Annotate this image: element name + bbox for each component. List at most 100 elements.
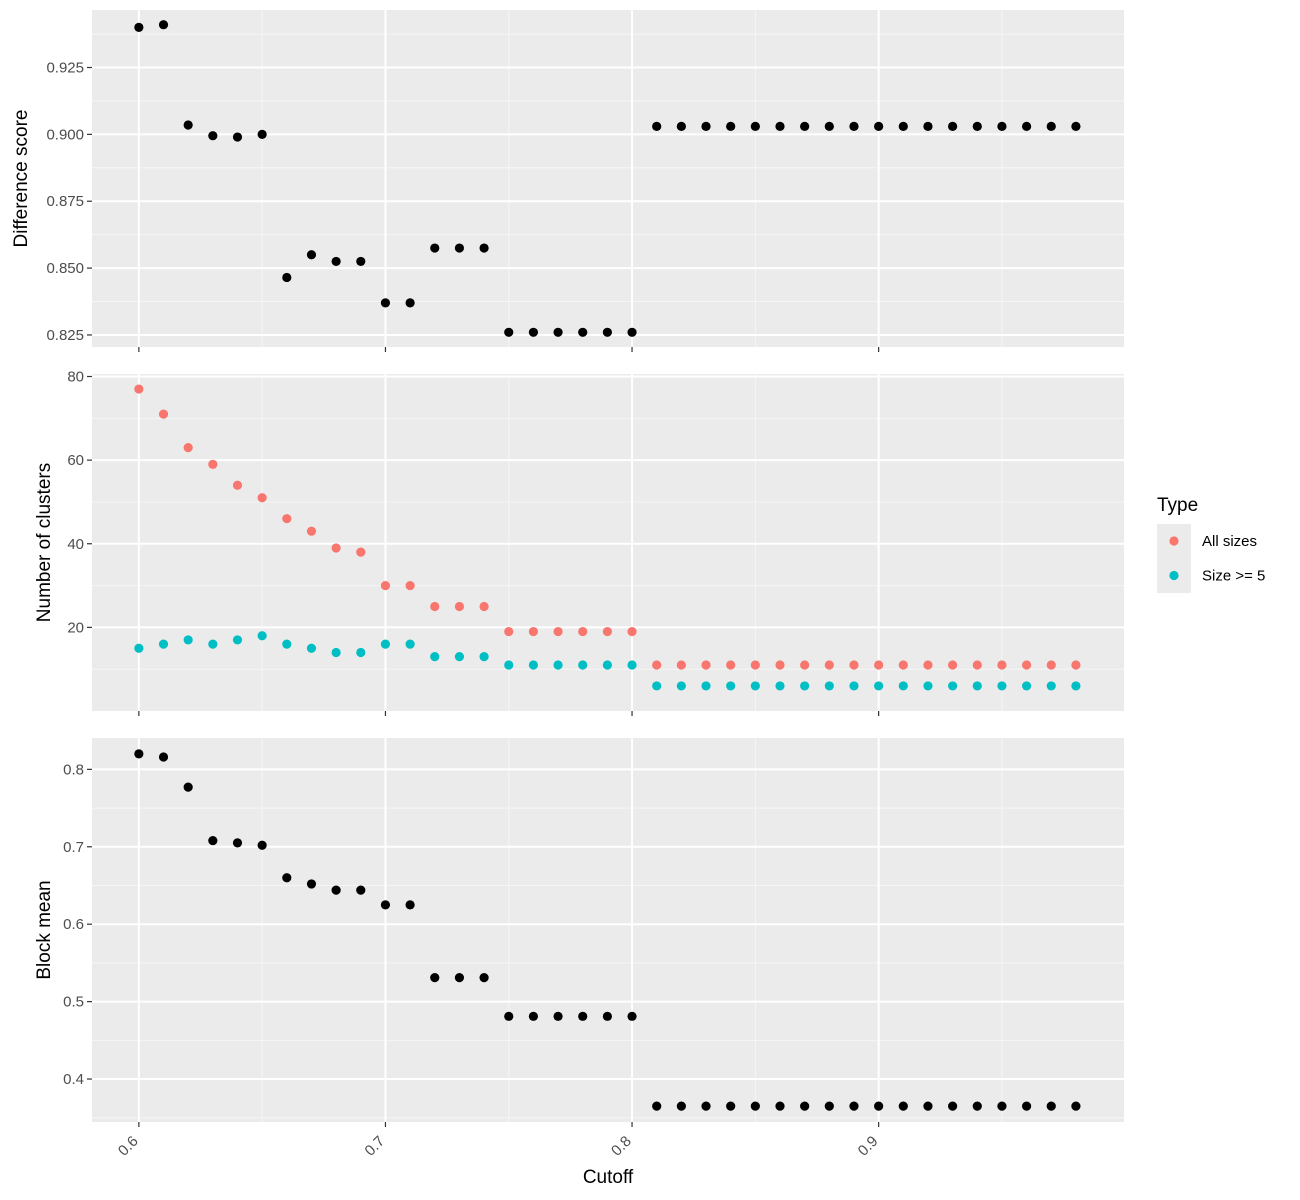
data-point	[257, 840, 267, 850]
data-point	[898, 1101, 908, 1111]
data-point	[1021, 121, 1032, 131]
data-point	[602, 1011, 612, 1021]
data-point	[183, 120, 193, 130]
y-axis-title: Block mean	[34, 880, 55, 979]
data-point	[701, 121, 711, 131]
data-point	[997, 121, 1007, 131]
series-points	[134, 749, 1081, 1111]
data-point	[800, 660, 810, 670]
data-point	[997, 681, 1007, 691]
y-axis-title: Number of clusters	[34, 463, 55, 622]
data-point	[972, 681, 982, 691]
data-point	[701, 1101, 711, 1111]
data-point	[158, 639, 169, 649]
data-point	[306, 879, 317, 889]
data-point	[923, 681, 933, 691]
data-point	[701, 681, 711, 691]
series-all-sizes	[134, 384, 1081, 670]
panel-1: 0.825 0.850 0.875 0.900 0.925 Difference scor…	[11, 10, 1124, 352]
y-tick-label: 20	[67, 619, 84, 636]
data-point	[232, 635, 243, 645]
data-point	[972, 1101, 982, 1111]
panel-background	[92, 10, 1124, 347]
data-point	[676, 1101, 686, 1111]
data-point	[775, 121, 785, 131]
data-point	[232, 838, 243, 848]
data-point	[800, 1101, 810, 1111]
data-point	[380, 639, 391, 649]
y-tick-label: 60	[67, 452, 84, 469]
data-point	[504, 626, 514, 637]
legend-key-background	[1157, 524, 1191, 593]
data-point	[652, 681, 662, 691]
x-tick-label: 0.8	[608, 1133, 635, 1160]
data-point	[504, 1011, 514, 1021]
y-tick-label: 0.7	[63, 839, 84, 856]
data-point	[874, 121, 884, 131]
data-point	[158, 20, 169, 30]
data-point	[454, 243, 465, 253]
data-point	[380, 580, 391, 591]
data-point	[405, 900, 415, 910]
data-point	[849, 1101, 859, 1111]
y-tick-label: 0.850	[46, 260, 84, 277]
data-point	[775, 660, 785, 670]
data-point	[948, 1101, 958, 1111]
data-point	[405, 580, 415, 591]
data-point	[454, 973, 465, 983]
data-point	[158, 752, 169, 762]
data-point	[676, 681, 686, 691]
data-point	[1046, 660, 1056, 670]
data-point	[183, 442, 193, 453]
data-point	[553, 327, 563, 337]
legend-key	[1169, 536, 1179, 546]
data-point	[380, 298, 391, 308]
data-point	[726, 660, 736, 670]
data-point	[430, 652, 440, 662]
panel-background	[92, 738, 1124, 1122]
data-point	[849, 660, 859, 670]
data-point	[257, 493, 267, 503]
data-point	[627, 626, 637, 637]
data-point	[923, 660, 933, 670]
data-point	[923, 1101, 933, 1111]
data-point	[454, 652, 465, 662]
data-point	[553, 660, 563, 670]
data-point	[257, 129, 267, 139]
data-point	[1071, 121, 1081, 131]
data-point	[578, 626, 588, 637]
data-point	[701, 660, 711, 670]
data-point	[282, 272, 292, 283]
x-axis-title: Cutoff	[583, 1167, 634, 1188]
data-point	[331, 647, 341, 658]
data-point	[948, 121, 958, 131]
data-point	[578, 660, 588, 670]
data-point	[898, 660, 908, 670]
data-point	[824, 660, 834, 670]
data-point	[948, 681, 958, 691]
data-point	[183, 635, 193, 645]
data-point	[356, 885, 366, 895]
data-point	[627, 660, 637, 670]
data-point	[824, 1101, 834, 1111]
data-point	[676, 121, 686, 131]
data-point	[430, 243, 440, 253]
data-point	[380, 900, 391, 910]
data-point	[430, 973, 440, 983]
data-point	[972, 660, 982, 670]
legend-title: Type	[1157, 495, 1198, 516]
data-point	[528, 327, 539, 337]
data-point	[849, 681, 859, 691]
data-point	[208, 459, 218, 469]
data-point	[972, 121, 982, 131]
data-point	[257, 631, 267, 641]
series-size-5	[134, 631, 1081, 691]
legend-key	[1169, 570, 1179, 581]
data-point	[158, 409, 169, 419]
data-point	[1046, 121, 1056, 131]
panel-background	[92, 374, 1124, 711]
y-tick-label: 0.875	[46, 193, 84, 210]
data-point	[602, 626, 612, 637]
y-tick-label: 80	[67, 369, 84, 386]
data-point	[874, 681, 884, 691]
